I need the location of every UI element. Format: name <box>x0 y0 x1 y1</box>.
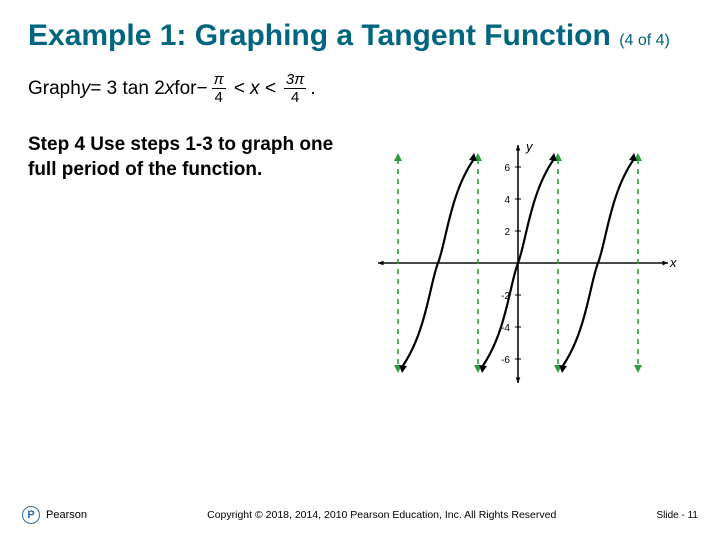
tangent-graph: 6 4 2 -2 -4 -6 y x <box>358 133 688 393</box>
frac1-num: π <box>212 72 226 89</box>
svg-text:-4: -4 <box>501 323 510 334</box>
svg-text:y: y <box>525 139 534 154</box>
instr-for: for <box>174 78 196 100</box>
svg-text:-2: -2 <box>501 291 510 302</box>
slide-title: Example 1: Graphing a Tangent Function (… <box>28 18 692 54</box>
instr-x: x <box>165 78 175 100</box>
range-inequality: < x < <box>234 78 276 100</box>
range-period: . <box>310 78 315 100</box>
title-main: Example 1: Graphing a Tangent Function <box>28 19 611 52</box>
frac2-num: 3π <box>284 72 306 89</box>
frac2-den: 4 <box>291 89 299 105</box>
svg-text:4: 4 <box>504 195 510 206</box>
range-neg: − <box>196 78 207 100</box>
title-part-count: (4 of 4) <box>619 32 670 49</box>
copyright-text: Copyright © 2018, 2014, 2010 Pearson Edu… <box>107 509 657 521</box>
svg-text:-6: -6 <box>501 355 510 366</box>
frac1-den: 4 <box>214 89 222 105</box>
instruction-line: Graph y = 3 tan 2 x for − π 4 < x < 3π 4… <box>28 72 692 105</box>
fraction-2: 3π 4 <box>284 72 306 105</box>
instr-mid: = 3 tan 2 <box>90 78 164 100</box>
step-text: Step 4 Use steps 1-3 to graph one full p… <box>28 133 338 182</box>
graph-svg: 6 4 2 -2 -4 -6 y x <box>358 133 688 393</box>
svg-text:x: x <box>669 255 677 270</box>
pearson-logo-icon: P <box>22 506 40 524</box>
fraction-1: π 4 <box>212 72 226 105</box>
footer: P Pearson Copyright © 2018, 2014, 2010 P… <box>0 506 720 524</box>
svg-text:2: 2 <box>504 227 510 238</box>
instr-y: y <box>81 78 91 100</box>
svg-text:6: 6 <box>504 163 510 174</box>
instr-prefix: Graph <box>28 78 81 100</box>
brand-text: Pearson <box>46 509 87 521</box>
slide-number: Slide - 11 <box>656 510 698 521</box>
